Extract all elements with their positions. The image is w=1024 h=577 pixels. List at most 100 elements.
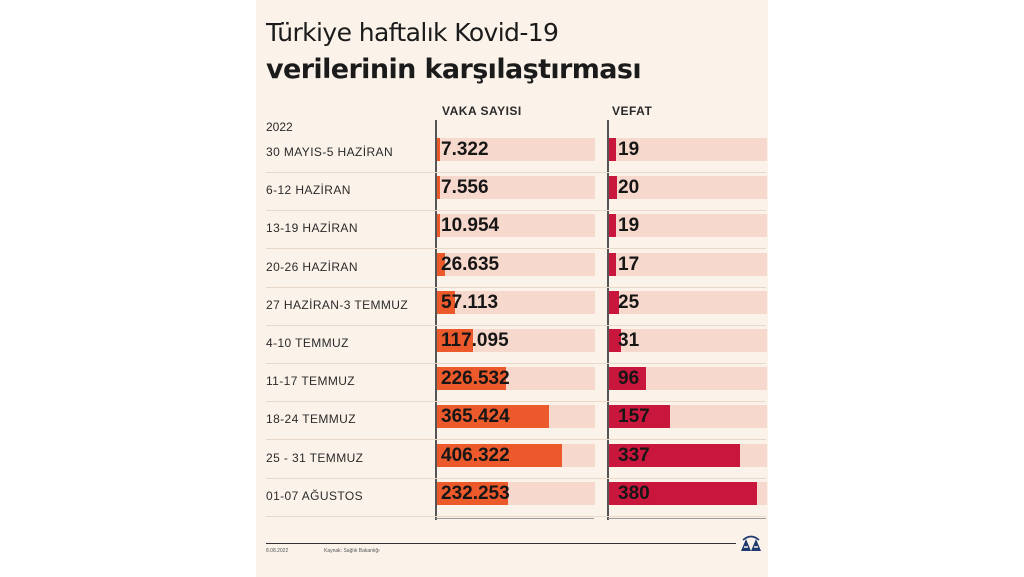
deaths-bar [609, 290, 619, 314]
cases-baseline [436, 518, 594, 519]
deaths-bar [609, 405, 671, 429]
deaths-value-label: 380 [618, 482, 650, 504]
cases-bar [437, 252, 446, 276]
week-label: 4-10 TEMMUZ [266, 336, 349, 350]
row-divider [266, 401, 766, 403]
week-label: 11-17 TEMMUZ [266, 374, 356, 389]
cases-bar-track [437, 252, 595, 276]
deaths-bar-track [609, 252, 767, 276]
deaths-bar [609, 367, 647, 391]
cases-axis-line [435, 120, 437, 520]
deaths-bar [609, 214, 617, 238]
deaths-value-label: 31 [618, 330, 640, 351]
cases-value-label: 406.322 [441, 444, 510, 466]
cases-value-label: 365.424 [441, 406, 510, 428]
cases-bar [437, 214, 441, 238]
deaths-value-label: 20 [618, 177, 640, 199]
deaths-bar [609, 138, 617, 161]
cases-bar [437, 481, 509, 505]
cases-bar-track [437, 138, 595, 161]
deaths-bar-track [609, 443, 767, 467]
deaths-bar [609, 443, 741, 467]
cases-value-label: 26.635 [441, 253, 500, 275]
deaths-bar-track [609, 481, 767, 505]
chart-row: 6-12 HAZİRAN 7.556 20 [256, 173, 768, 212]
row-divider [266, 210, 766, 212]
footer-source: Kaynak: Sağlık Bakanlığı [324, 548, 380, 554]
cases-value-label: 10.954 [441, 215, 500, 237]
week-label: 13-19 HAZİRAN [266, 221, 358, 236]
week-label: 20-26 HAZİRAN [266, 259, 358, 274]
cases-bar-track [437, 405, 595, 429]
chart-title-line2: verilerinin karşılaştırması [266, 54, 642, 85]
chart-row: 01-07 AĞUSTOS 232.253 380 [256, 479, 768, 517]
deaths-value-label: 19 [618, 215, 640, 237]
cases-bar-track [437, 481, 595, 505]
cases-bar-track [437, 176, 595, 200]
chart-row: 4-10 TEMMUZ 117.095 31 [256, 326, 768, 364]
deaths-bar-track [609, 214, 767, 238]
week-label: 01-07 AĞUSTOS [266, 488, 364, 503]
cases-bar [437, 138, 440, 161]
cases-bar-track [437, 367, 595, 391]
cases-bar-track [437, 329, 595, 352]
cases-bar [437, 443, 562, 467]
footer-divider [266, 543, 736, 544]
week-label: 30 MAYIS-5 HAZİRAN [266, 145, 394, 159]
chart-row: 18-24 TEMMUZ 365.424 157 [256, 402, 768, 441]
week-label: 25 - 31 TEMMUZ [266, 450, 364, 465]
deaths-bar-track [609, 367, 767, 391]
cases-bar [437, 405, 550, 429]
deaths-bar-track [609, 405, 767, 429]
chart-title-line1: Türkiye haftalık Kovid-19 [266, 18, 559, 47]
cases-bar-track [437, 290, 595, 314]
chart-row: 27 HAZİRAN-3 TEMMUZ 57.113 25 [256, 288, 768, 326]
row-divider [266, 363, 766, 364]
week-label: 18-24 TEMMUZ [266, 412, 356, 427]
cases-bar [437, 329, 473, 352]
deaths-baseline [608, 518, 766, 519]
cases-value-label: 232.253 [441, 482, 510, 504]
cases-bar [437, 367, 507, 391]
deaths-bar [609, 481, 758, 505]
cases-value-label: 117.095 [441, 330, 509, 351]
deaths-value-label: 19 [618, 139, 640, 160]
infographic-panel: Türkiye haftalık Kovid-19 verilerinin ka… [256, 0, 768, 577]
week-label: 27 HAZİRAN-3 TEMMUZ [266, 297, 409, 312]
deaths-bar-track [609, 176, 767, 200]
row-divider [266, 172, 766, 173]
cases-bar [437, 290, 455, 314]
aa-logo-icon [741, 535, 761, 551]
chart-row: 25 - 31 TEMMUZ 406.322 337 [256, 441, 768, 479]
footer-date: 8.08.2022 [266, 548, 289, 554]
row-divider [266, 439, 766, 441]
deaths-value-label: 96 [618, 368, 640, 390]
chart-row: 20-26 HAZİRAN 26.635 17 [256, 250, 768, 288]
cases-bar [437, 176, 440, 200]
cases-bar-track [437, 214, 595, 238]
row-divider [266, 477, 766, 479]
row-divider [266, 515, 766, 517]
deaths-axis-line [607, 120, 609, 520]
deaths-value-label: 17 [618, 253, 640, 275]
chart-row: 11-17 TEMMUZ 226.532 96 [256, 364, 768, 403]
cases-bar-track [437, 443, 595, 467]
cases-value-label: 7.322 [441, 139, 489, 160]
deaths-value-label: 337 [618, 444, 650, 466]
cases-column-header: VAKA SAYISI [442, 104, 522, 118]
week-label: 6-12 HAZİRAN [266, 183, 351, 198]
row-divider [266, 324, 766, 326]
deaths-bar [609, 329, 622, 352]
deaths-bar-track [609, 329, 767, 352]
cases-value-label: 226.532 [441, 368, 510, 390]
row-divider [266, 248, 766, 250]
chart-row: 30 MAYIS-5 HAZİRAN 7.322 19 [256, 135, 768, 173]
chart-row: 13-19 HAZİRAN 10.954 19 [256, 211, 768, 250]
cases-value-label: 7.556 [441, 177, 489, 199]
cases-value-label: 57.113 [441, 291, 499, 313]
row-divider [266, 286, 766, 288]
deaths-bar-track [609, 290, 767, 314]
deaths-column-header: VEFAT [612, 104, 653, 118]
deaths-bar [609, 176, 617, 200]
deaths-bar [609, 252, 616, 276]
